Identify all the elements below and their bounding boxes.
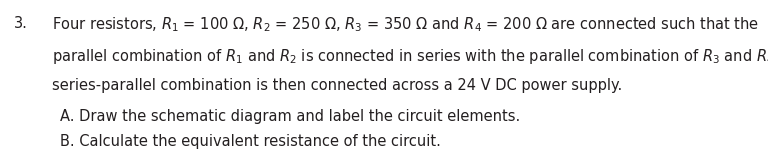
- Text: 3.: 3.: [14, 16, 28, 31]
- Text: Four resistors, $R_1$ = 100 Ω, $R_2$ = 250 Ω, $R_3$ = 350 Ω and $R_4$ = 200 Ω ar: Four resistors, $R_1$ = 100 Ω, $R_2$ = 2…: [52, 16, 760, 34]
- Text: series-parallel combination is then connected across a 24 V DC power supply.: series-parallel combination is then conn…: [52, 78, 623, 93]
- Text: B. Calculate the equivalent resistance of the circuit.: B. Calculate the equivalent resistance o…: [60, 134, 441, 149]
- Text: parallel combination of $R_1$ and $R_2$ is connected in series with the parallel: parallel combination of $R_1$ and $R_2$ …: [52, 47, 768, 66]
- Text: A. Draw the schematic diagram and label the circuit elements.: A. Draw the schematic diagram and label …: [60, 109, 520, 124]
